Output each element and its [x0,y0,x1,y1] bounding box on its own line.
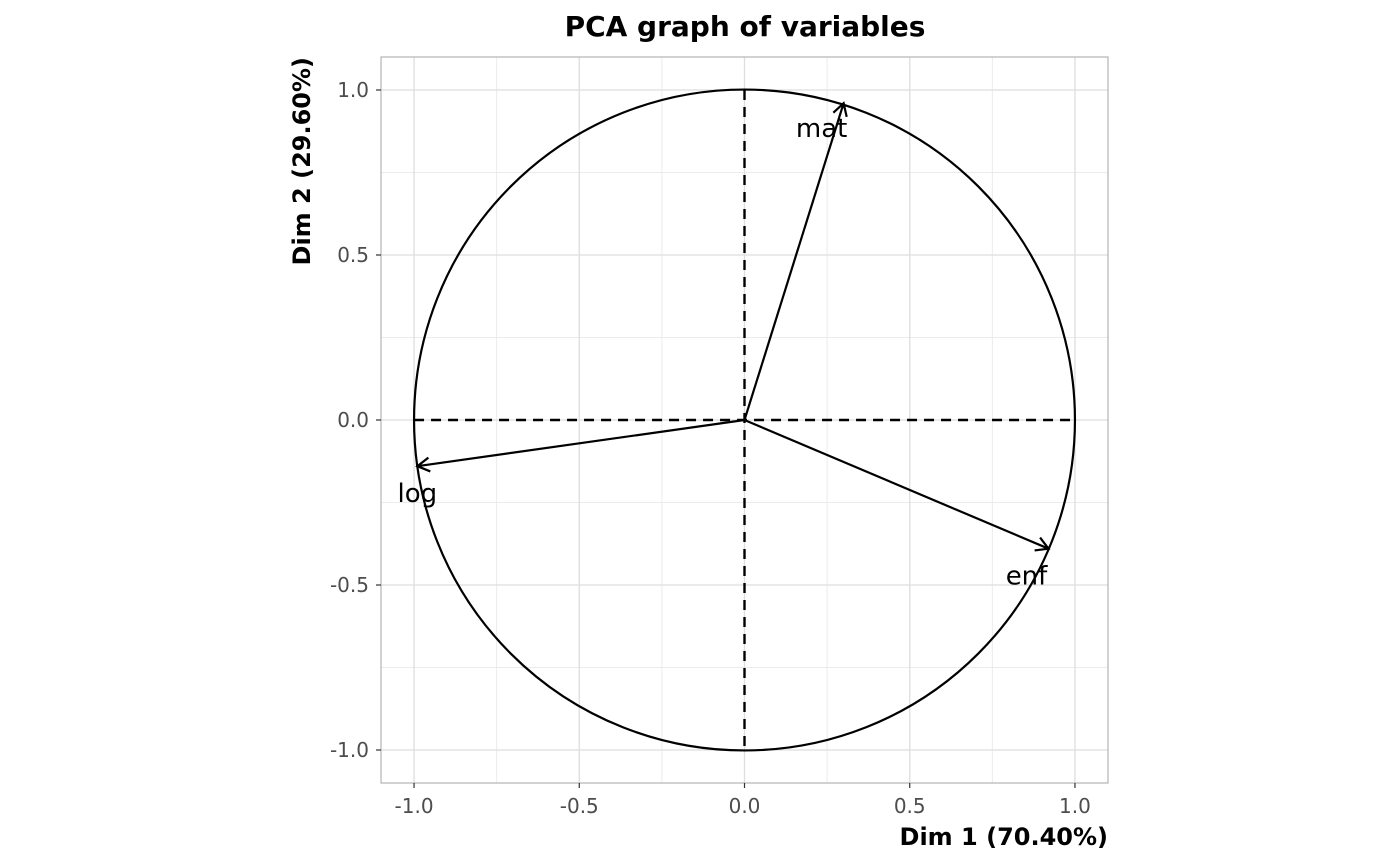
arrow-head-mat [832,101,848,118]
variable-labels: mat log enf [398,114,1049,592]
x-tick-label: 0.5 [894,794,926,818]
y-axis-ticks: -1.0 -0.5 0.0 0.5 1.0 [330,78,381,762]
arrow-shaft-mat [743,102,845,421]
y-tick-label: 1.0 [337,78,369,102]
x-tick-label: 0.0 [729,794,761,818]
x-axis-title: Dim 1 (70.40%) [900,823,1108,851]
y-tick-label: 0.0 [337,408,369,432]
x-tick-label: 1.0 [1059,794,1091,818]
y-tick-label: 0.5 [337,243,369,267]
chart-title: PCA graph of variables [565,10,926,43]
arrow-shaft-enf [744,418,1049,550]
arrow-head-log [415,456,431,473]
correlation-circle [412,88,1077,752]
x-tick-label: -1.0 [395,794,434,818]
y-tick-label: -1.0 [330,738,369,762]
x-axis-ticks: -1.0 -0.5 0.0 0.5 1.0 [395,783,1091,818]
variable-label-log: log [398,479,438,509]
variable-arrows [415,101,1051,552]
arrow-enf [744,418,1051,552]
arrow-head-enf [1034,536,1051,552]
variable-label-mat: mat [796,114,847,144]
arrow-log [415,418,745,473]
x-tick-label: -0.5 [560,794,599,818]
variable-label-enf: enf [1006,562,1048,592]
y-axis-title: Dim 2 (29.60%) [288,57,316,265]
arrow-shaft-log [417,418,745,468]
arrow-mat [743,101,848,421]
y-tick-label: -0.5 [330,573,369,597]
